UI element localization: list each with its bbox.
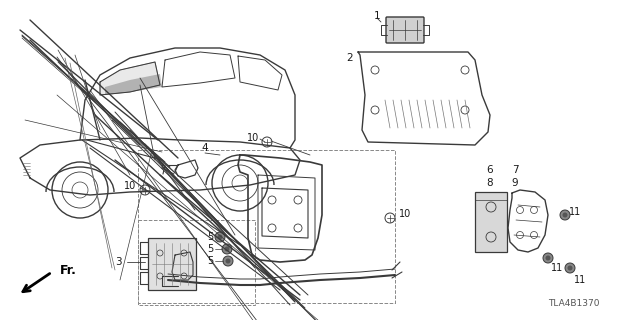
Circle shape <box>223 256 233 266</box>
Polygon shape <box>100 62 160 95</box>
Bar <box>138 220 255 305</box>
Bar <box>148 238 196 290</box>
Text: 10: 10 <box>124 181 136 191</box>
Circle shape <box>565 263 575 273</box>
Text: 10: 10 <box>247 133 259 143</box>
Text: 5: 5 <box>207 232 213 242</box>
Text: Fr.: Fr. <box>60 263 77 276</box>
Text: TLA4B1370: TLA4B1370 <box>548 299 600 308</box>
Polygon shape <box>105 74 162 95</box>
Text: 11: 11 <box>569 207 581 217</box>
Circle shape <box>222 244 232 254</box>
Circle shape <box>568 266 573 270</box>
Text: 5: 5 <box>207 256 213 266</box>
Text: 7: 7 <box>512 165 518 175</box>
Text: 10: 10 <box>399 209 411 219</box>
Text: 5: 5 <box>207 244 213 254</box>
Text: 6: 6 <box>486 165 493 175</box>
Circle shape <box>225 259 230 263</box>
Bar <box>138 150 395 303</box>
Text: 2: 2 <box>347 53 353 63</box>
Circle shape <box>545 255 550 260</box>
Circle shape <box>560 210 570 220</box>
Text: 9: 9 <box>512 178 518 188</box>
Circle shape <box>563 212 568 218</box>
Text: 8: 8 <box>486 178 493 188</box>
FancyBboxPatch shape <box>386 17 424 43</box>
Circle shape <box>225 246 230 252</box>
Circle shape <box>218 235 223 239</box>
Text: 4: 4 <box>202 143 208 153</box>
Text: 11: 11 <box>574 275 586 285</box>
Circle shape <box>215 232 225 242</box>
Text: 3: 3 <box>115 257 122 267</box>
Circle shape <box>543 253 553 263</box>
Text: 11: 11 <box>551 263 563 273</box>
Text: 1: 1 <box>374 11 380 21</box>
Bar <box>475 192 507 252</box>
